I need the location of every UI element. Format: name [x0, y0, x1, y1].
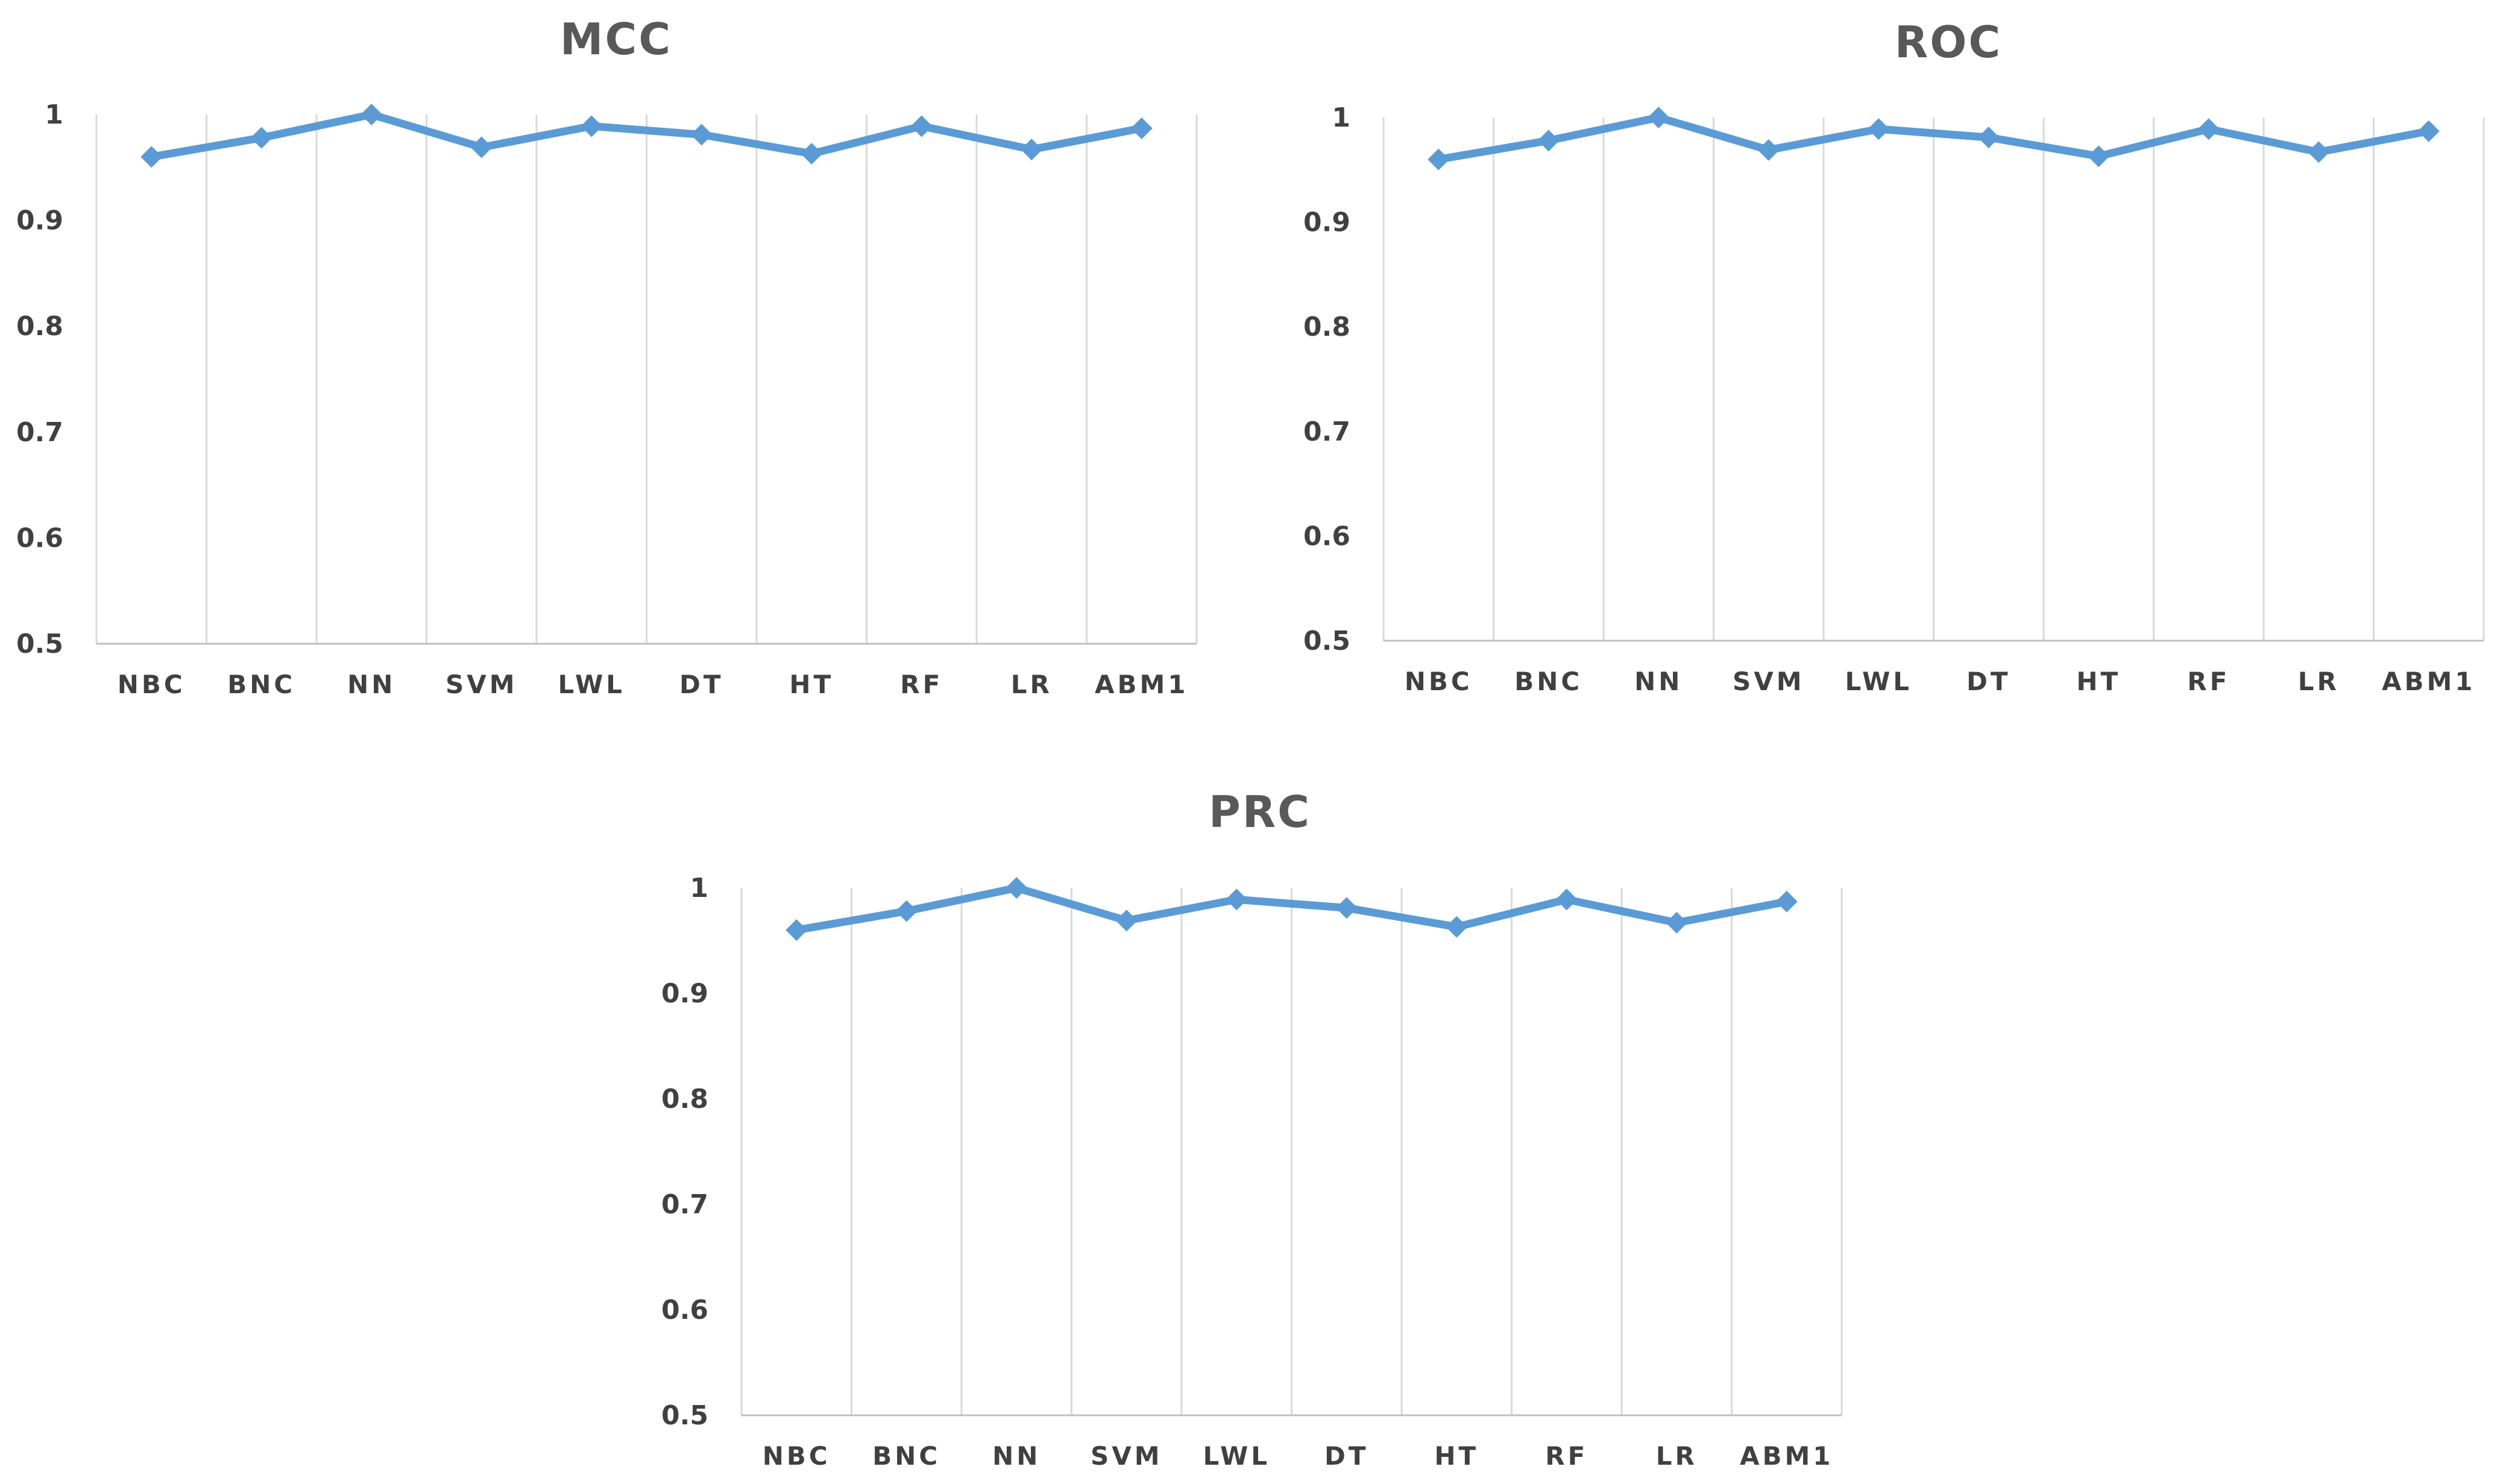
prc-x-tick-label: SVM: [1091, 1441, 1163, 1471]
prc-x-tick-label: ABM1: [1740, 1441, 1834, 1471]
roc-y-tick-label: 1: [1332, 102, 1350, 133]
mcc-y-tick-label: 0.8: [16, 311, 63, 342]
prc-x-tick-label: NN: [992, 1441, 1041, 1471]
roc-x-tick-label: NBC: [1405, 667, 1473, 696]
mcc-series-line: [147, 110, 1146, 161]
mcc-data-point-lr: [1021, 138, 1043, 160]
roc-y-tick-label: 0.7: [1303, 417, 1350, 447]
mcc-x-tick-label: LR: [1011, 670, 1053, 699]
prc-y-tick-label: 0.7: [661, 1189, 708, 1220]
prc-x-tick-label: LWL: [1203, 1441, 1270, 1471]
roc-y-tick-label: 0.5: [1303, 626, 1350, 656]
mcc-data-point-bnc: [250, 127, 272, 149]
roc-y-tick-label: 0.8: [1303, 312, 1350, 342]
roc-series-line: [1434, 113, 2433, 163]
roc-x-tick-label: LWL: [1845, 667, 1912, 696]
prc-y-tick-label: 0.5: [661, 1400, 708, 1431]
prc-chart-title: PRC: [1209, 787, 1311, 837]
roc-data-point-lwl: [1868, 118, 1890, 140]
roc-x-tick-label: HT: [2076, 667, 2121, 696]
mcc-chart: MCC 0.5 0.6 0.7 0.8 0.9 1 NBC BNC NN SVM LWL DT HT RF L…: [16, 14, 1198, 699]
mcc-y-tick-label: 0.6: [16, 523, 63, 553]
mcc-y-tick-label: 0.7: [16, 417, 63, 448]
mcc-data-point-dt: [690, 124, 713, 146]
roc-x-tick-label: BNC: [1514, 667, 1582, 696]
mcc-x-tick-label: LWL: [558, 670, 625, 699]
mcc-data-point-nbc: [140, 146, 163, 168]
prc-x-tick-label: BNC: [872, 1441, 940, 1471]
roc-data-point-lr: [2308, 141, 2330, 163]
mcc-y-tick-label: 0.5: [16, 629, 63, 659]
prc-y-tick-label: 0.8: [661, 1084, 708, 1115]
mcc-y-tick-label: 1: [45, 99, 63, 130]
prc-data-point-abm1: [1775, 890, 1798, 913]
mcc-x-tick-label: DT: [679, 670, 724, 699]
roc-y-tick-label: 0.6: [1303, 521, 1350, 552]
prc-y-tick-label: 0.9: [661, 978, 708, 1009]
prc-x-tick-label: RF: [1545, 1441, 1588, 1471]
roc-x-tick-label: ABM1: [2382, 667, 2476, 696]
roc-x-tick-label: RF: [2187, 667, 2230, 696]
roc-x-tick-label: DT: [1966, 667, 2011, 696]
mcc-data-point-abm1: [1130, 117, 1153, 139]
mcc-data-point-lwl: [581, 115, 603, 137]
prc-data-point-ht: [1446, 916, 1468, 938]
prc-data-point-bnc: [895, 900, 918, 922]
mcc-data-point-svm: [470, 136, 493, 159]
mcc-data-point-ht: [801, 142, 823, 165]
mcc-x-tick-label: BNC: [227, 670, 295, 699]
mcc-x-tick-label: HT: [789, 670, 834, 699]
prc-data-point-rf: [1555, 888, 1578, 911]
prc-data-point-lr: [1666, 911, 1688, 934]
mcc-data-point-rf: [910, 115, 933, 137]
roc-data-point-bnc: [1537, 130, 1560, 152]
prc-data-point-svm: [1115, 910, 1138, 932]
roc-data-point-svm: [1757, 139, 1780, 161]
mcc-x-tick-label: SVM: [446, 670, 518, 699]
mcc-x-tick-label: ABM1: [1095, 670, 1189, 699]
mcc-y-tick-label: 0.9: [16, 206, 63, 236]
prc-x-tick-label: HT: [1434, 1441, 1479, 1471]
roc-data-point-abm1: [2417, 120, 2440, 142]
prc-data-point-dt: [1335, 897, 1358, 919]
prc-x-tick-label: LR: [1656, 1441, 1698, 1471]
roc-data-point-nn: [1648, 107, 1670, 128]
prc-data-point-nn: [1006, 877, 1028, 899]
prc-data-point-lwl: [1226, 888, 1248, 911]
roc-data-point-nbc: [1428, 148, 1450, 171]
prc-x-tick-label: DT: [1324, 1441, 1369, 1471]
mcc-x-tick-label: NN: [347, 670, 395, 699]
roc-chart: ROC 0.5 0.6 0.7 0.8 0.9 1 NBC BNC NN SVM LWL DT HT RF L…: [1303, 17, 2485, 696]
mcc-x-tick-label: NBC: [118, 670, 186, 699]
roc-data-point-ht: [2088, 145, 2110, 168]
prc-chart: PRC 0.5 0.6 0.7 0.8 0.9 1 NBC BNC NN SVM LWL DT HT RF L…: [661, 787, 1843, 1471]
roc-x-tick-label: SVM: [1733, 667, 1805, 696]
roc-y-tick-label: 0.9: [1303, 207, 1350, 238]
prc-x-tick-label: NBC: [763, 1441, 831, 1471]
prc-series-line: [792, 884, 1791, 934]
roc-data-point-rf: [2197, 118, 2220, 140]
roc-x-tick-label: NN: [1634, 667, 1683, 696]
prc-y-tick-label: 0.6: [661, 1295, 708, 1325]
roc-data-point-dt: [1977, 126, 2000, 148]
mcc-data-point-nn: [360, 104, 383, 125]
mcc-chart-title: MCC: [560, 14, 672, 64]
prc-y-tick-label: 1: [690, 873, 708, 904]
prc-data-point-nbc: [786, 919, 808, 941]
mcc-x-tick-label: RF: [900, 670, 943, 699]
roc-chart-title: ROC: [1895, 17, 2003, 68]
roc-x-tick-label: LR: [2298, 667, 2340, 696]
